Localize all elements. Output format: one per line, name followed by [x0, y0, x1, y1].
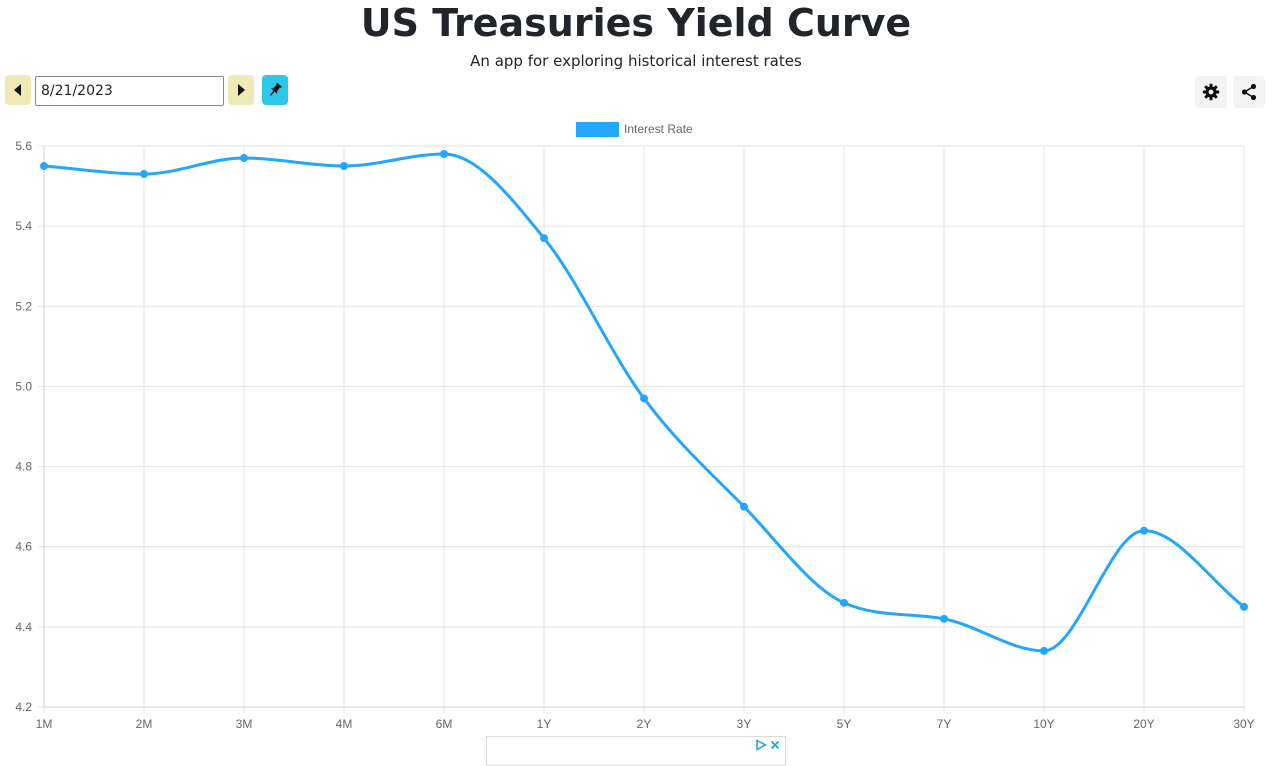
ad-choices-icon: [756, 739, 767, 751]
series-line: [43, 152, 1245, 653]
settings-button[interactable]: [1195, 76, 1227, 108]
ad-banner[interactable]: [486, 736, 786, 766]
y-tick-label: 5.4: [15, 219, 32, 233]
data-point[interactable]: [1240, 602, 1248, 611]
y-tick-label: 5.2: [15, 299, 32, 313]
date-input[interactable]: [35, 76, 224, 106]
page-title: US Treasuries Yield Curve: [360, 1, 912, 45]
gear-icon: [1202, 83, 1220, 101]
data-point[interactable]: [840, 598, 848, 607]
chart-grid: [38, 145, 1245, 713]
y-tick-label: 5.0: [15, 379, 32, 393]
x-axis: 1M 2M 3M 4M 6M 1Y 2Y 3Y 5Y 7Y 10Y 20Y 30Y: [36, 717, 1255, 731]
x-tick-label: 20Y: [1133, 717, 1154, 731]
pin-icon: [269, 82, 282, 96]
x-tick-label: 30Y: [1233, 717, 1254, 731]
x-tick-label: 1Y: [537, 717, 552, 731]
y-tick-label: 5.6: [15, 139, 32, 153]
x-tick-label: 2M: [136, 717, 153, 731]
y-axis: 5.6 5.4 5.2 5.0 4.8 4.6 4.4 4.2: [15, 139, 32, 714]
data-point[interactable]: [640, 394, 648, 403]
data-point[interactable]: [140, 170, 148, 179]
data-point[interactable]: [940, 614, 948, 623]
legend-swatch: [576, 122, 619, 137]
caret-left-icon: [14, 84, 21, 96]
data-point[interactable]: [540, 234, 548, 243]
caret-right-icon: [238, 84, 245, 96]
x-tick-label: 3Y: [737, 717, 752, 731]
chart-legend: Interest Rate: [576, 122, 693, 137]
data-point[interactable]: [340, 162, 348, 171]
previous-date-button[interactable]: [5, 75, 31, 105]
legend-label: Interest Rate: [624, 122, 693, 136]
close-icon: [770, 740, 780, 750]
page-subtitle: An app for exploring historical interest…: [470, 52, 802, 70]
x-tick-label: 10Y: [1033, 717, 1054, 731]
x-tick-label: 4M: [336, 717, 353, 731]
data-point[interactable]: [240, 154, 248, 163]
next-date-button[interactable]: [228, 75, 254, 105]
data-point[interactable]: [740, 502, 748, 511]
x-tick-label: 5Y: [837, 717, 852, 731]
ad-close-button[interactable]: [768, 737, 782, 753]
share-icon: [1241, 83, 1257, 101]
data-point[interactable]: [1140, 526, 1148, 535]
y-tick-label: 4.2: [15, 700, 32, 714]
x-tick-label: 3M: [236, 717, 253, 731]
share-button[interactable]: [1233, 76, 1265, 108]
x-tick-label: 1M: [36, 717, 53, 731]
pin-button[interactable]: [262, 75, 288, 105]
x-tick-label: 2Y: [637, 717, 652, 731]
y-tick-label: 4.4: [15, 620, 32, 634]
yield-curve-chart: Interest Rate 5.6 5.4 5.2 5.0 4.8 4.6 4.4 4.2 1…: [15, 122, 1255, 731]
data-point[interactable]: [1040, 646, 1048, 655]
data-point[interactable]: [440, 150, 448, 159]
x-tick-label: 7Y: [937, 717, 952, 731]
series-interest-rate: [40, 150, 1248, 655]
ad-choices-button[interactable]: [755, 738, 767, 752]
x-tick-label: 6M: [436, 717, 453, 731]
y-tick-label: 4.6: [15, 540, 32, 554]
y-tick-label: 4.8: [15, 460, 32, 474]
data-point[interactable]: [40, 162, 48, 171]
